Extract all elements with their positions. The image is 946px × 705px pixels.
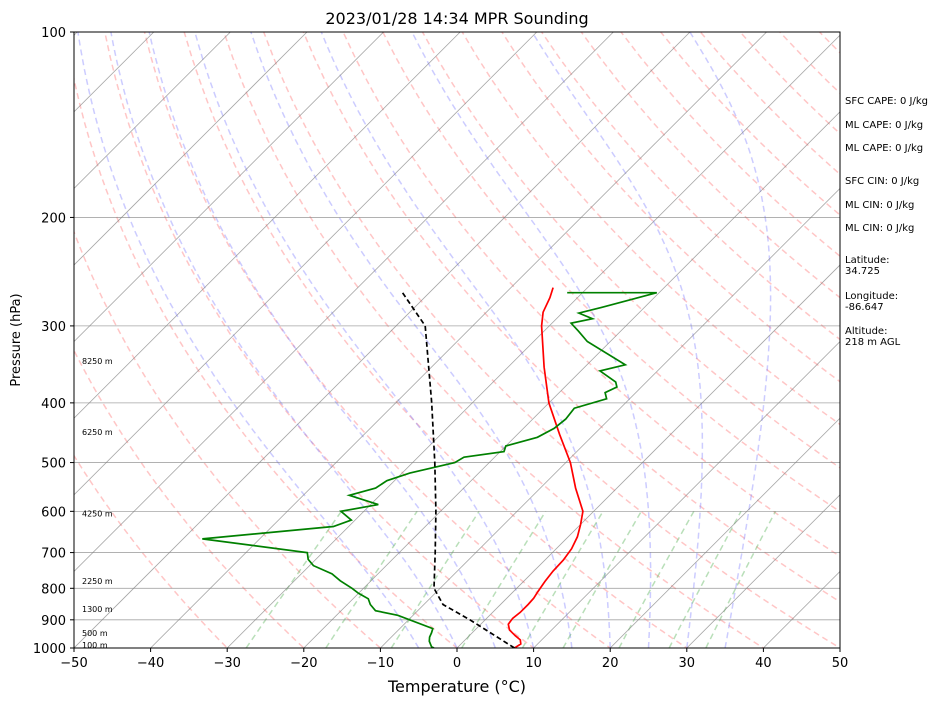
mixing-ratio-line — [521, 510, 604, 648]
isotherm-line — [226, 34, 840, 648]
y-tick-label: 700 — [41, 547, 66, 562]
y-tick-label: 500 — [41, 457, 66, 472]
x-tick-label: 10 — [525, 656, 542, 671]
mixing-ratio-line — [461, 510, 547, 648]
parcel-profile-line — [401, 292, 515, 648]
height-label: 100 m — [82, 641, 108, 650]
location-value: -86.647 — [845, 302, 884, 313]
x-tick-label: 50 — [832, 656, 849, 671]
moist-adiabat-line — [411, 32, 652, 648]
moist-adiabat-line — [77, 32, 420, 648]
isotherm-line — [686, 494, 840, 648]
isotherm-line — [533, 341, 840, 648]
index-label: ML CIN: 0 J/kg — [845, 200, 914, 211]
x-tick-label: −40 — [137, 656, 164, 671]
y-tick-label: 200 — [41, 211, 66, 226]
location-value: 34.725 — [845, 266, 880, 277]
isotherm-line — [74, 32, 691, 648]
height-label: 6250 m — [82, 428, 113, 437]
chart-title: 2023/01/28 14:34 MPR Sounding — [325, 9, 588, 28]
temperature-line — [507, 287, 584, 648]
x-tick-label: −30 — [213, 656, 240, 671]
dry-adiabat-line — [461, 32, 840, 426]
dry-adiabat-line — [501, 32, 840, 383]
moist-adiabat-line — [689, 32, 772, 648]
y-tick-label: 300 — [41, 320, 66, 335]
x-tick-label: −50 — [60, 656, 87, 671]
index-label: ML CAPE: 0 J/kg — [845, 143, 923, 154]
x-tick-label: 40 — [755, 656, 772, 671]
y-tick-label: 900 — [41, 614, 66, 629]
y-tick-label: 800 — [41, 582, 66, 597]
isotherm-line — [456, 264, 840, 648]
height-label: 4250 m — [82, 510, 113, 519]
moist-adiabat-line — [531, 32, 704, 648]
isotherm-line — [74, 32, 538, 496]
moist-adiabat-line — [250, 32, 573, 648]
x-tick-label: 30 — [679, 656, 696, 671]
height-label: 1300 m — [82, 605, 113, 614]
dry-adiabat-line — [143, 32, 612, 648]
x-tick-label: 20 — [602, 656, 619, 671]
moist-adiabat-line — [320, 32, 611, 648]
isotherm-line — [303, 111, 840, 648]
location-label: Latitude: — [845, 255, 890, 266]
height-label: 8250 m — [82, 357, 113, 366]
isotherm-line — [74, 32, 461, 419]
mixing-ratio-line — [705, 510, 777, 648]
isotherm-line — [74, 32, 308, 266]
dewpoint-line — [202, 291, 658, 648]
isotherm-line — [74, 32, 231, 189]
dry-adiabat-line — [302, 32, 840, 603]
location-label: Longitude: — [845, 291, 898, 302]
x-tick-label: −20 — [290, 656, 317, 671]
y-tick-label: 1000 — [33, 642, 66, 657]
index-label: SFC CAPE: 0 J/kg — [845, 96, 928, 107]
dry-adiabat-line — [74, 348, 305, 648]
height-label: 2250 m — [82, 577, 113, 586]
x-axis-label: Temperature (°C) — [387, 677, 526, 696]
mixing-ratio-line — [668, 510, 742, 648]
mixing-ratio-line — [562, 510, 642, 648]
y-axis-label: Pressure (hPa) — [9, 293, 24, 386]
isotherm-line — [74, 32, 384, 343]
dry-adiabat-line — [223, 32, 765, 648]
location-label: Altitude: — [845, 326, 887, 337]
dry-adiabat-line — [183, 32, 689, 648]
y-tick-label: 600 — [41, 505, 66, 520]
index-label: ML CIN: 0 J/kg — [845, 223, 914, 234]
moist-adiabat-line — [148, 32, 497, 648]
index-label: ML CAPE: 0 J/kg — [845, 120, 923, 131]
isotherm-line — [74, 32, 614, 572]
moist-adiabat-line — [110, 32, 458, 648]
dry-adiabat-line — [382, 32, 840, 513]
isotherm-line — [609, 417, 840, 648]
dry-adiabat-line — [421, 32, 840, 469]
y-tick-label: 400 — [41, 397, 66, 412]
location-value: 218 m AGL — [845, 337, 901, 348]
isotherm-line — [380, 187, 840, 648]
x-tick-label: −10 — [367, 656, 394, 671]
dry-adiabat-line — [74, 229, 382, 648]
dry-adiabat-line — [262, 32, 840, 648]
y-tick-label: 100 — [41, 26, 66, 41]
dry-adiabat-line — [74, 454, 229, 648]
x-tick-label: 0 — [453, 656, 461, 671]
dry-adiabat-line — [104, 32, 535, 648]
height-label: 500 m — [82, 629, 108, 638]
index-label: SFC CIN: 0 J/kg — [845, 176, 919, 187]
